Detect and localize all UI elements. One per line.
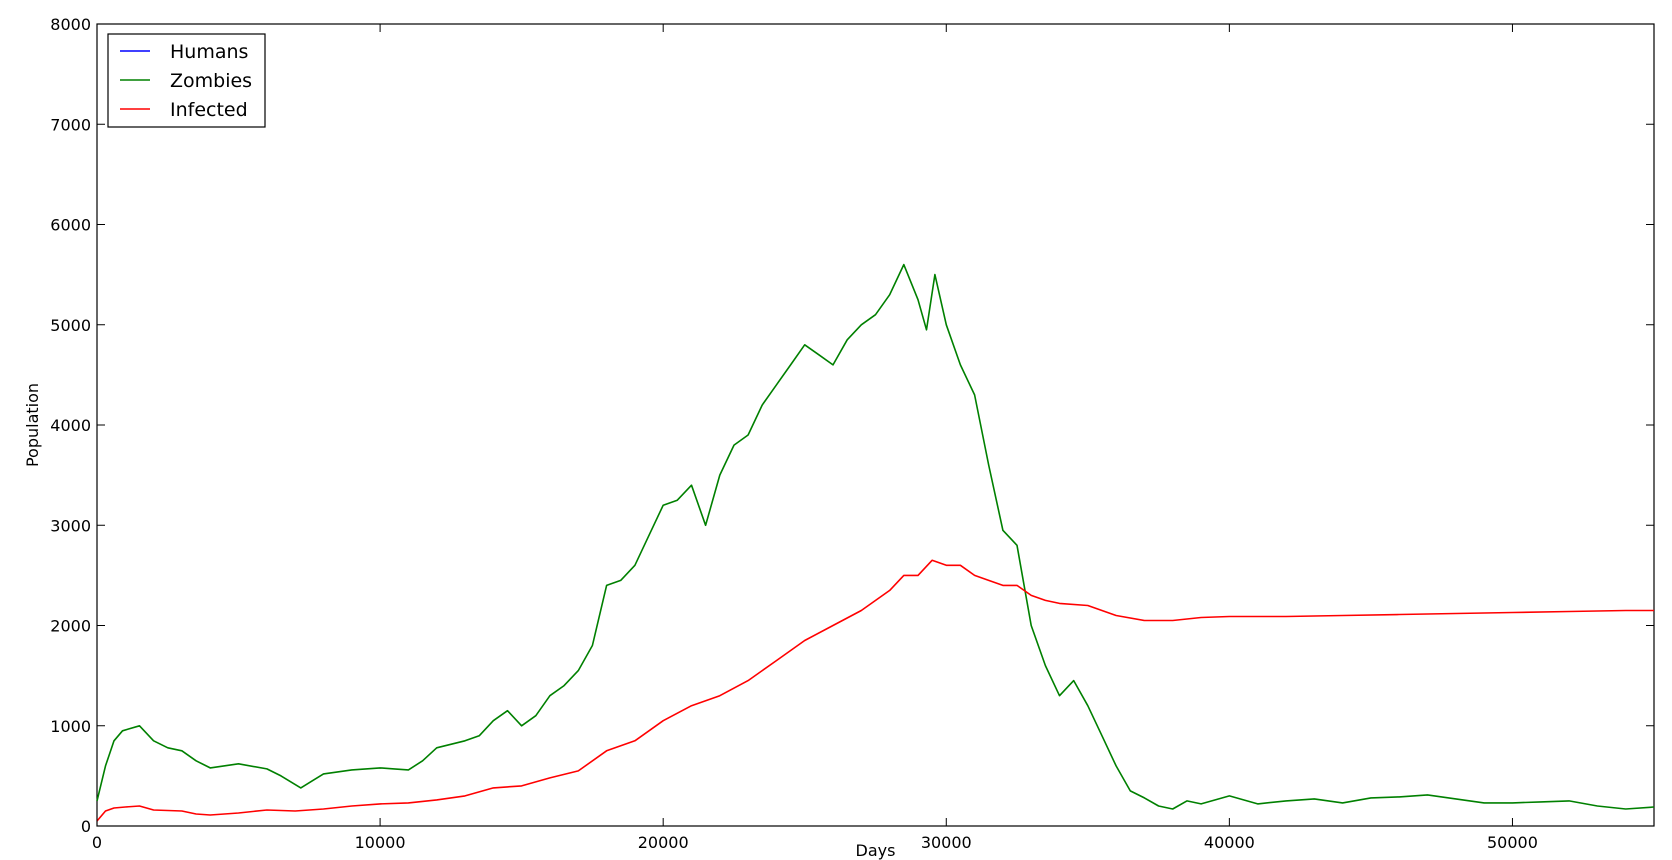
legend-label-zombies: Zombies <box>170 70 252 92</box>
y-axis-ticks: 0 1000 2000 3000 4000 5000 6000 7000 8000 <box>50 15 1654 836</box>
series-line-infected <box>96 559 1654 822</box>
x-axis-label: Days <box>856 841 896 860</box>
x-tick-label: 40000 <box>1204 833 1255 852</box>
legend-label-infected: Infected <box>170 99 248 121</box>
y-tick-label: 1000 <box>50 717 91 736</box>
y-axis-label: Population <box>23 383 42 467</box>
x-axis-ticks: 0 10000 20000 30000 40000 50000 <box>92 24 1538 852</box>
y-tick-label: 8000 <box>50 15 91 34</box>
x-tick-label: 0 <box>92 833 102 852</box>
x-tick-label: 20000 <box>638 833 689 852</box>
y-tick-label: 5000 <box>50 316 91 335</box>
y-tick-label: 4000 <box>50 416 91 435</box>
x-tick-label: 30000 <box>921 833 972 852</box>
x-tick-label: 10000 <box>355 833 406 852</box>
y-tick-label: 6000 <box>50 216 91 235</box>
y-tick-label: 7000 <box>50 115 91 134</box>
legend: Humans Zombies Infected <box>107 33 266 128</box>
legend-label-humans: Humans <box>170 41 248 63</box>
plot-area <box>96 23 1655 827</box>
y-tick-label: 0 <box>81 817 91 836</box>
y-tick-label: 3000 <box>50 516 91 535</box>
series-line-zombies <box>96 263 1655 810</box>
y-tick-label: 2000 <box>50 617 91 636</box>
x-tick-label: 50000 <box>1487 833 1538 852</box>
plot-frame <box>96 23 1655 827</box>
series-layer <box>96 263 1655 822</box>
